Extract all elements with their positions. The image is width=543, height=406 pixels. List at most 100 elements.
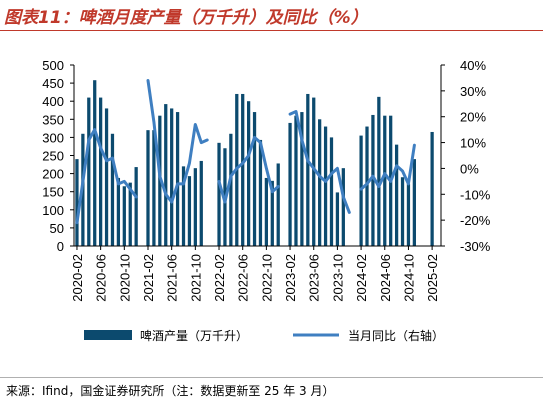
production-bar (193, 168, 197, 246)
production-bar (116, 177, 121, 246)
production-bar (318, 119, 322, 246)
production-bar (104, 108, 109, 246)
yoy-line-segment (288, 110, 351, 214)
right-y-tick-label: 40% (460, 58, 486, 73)
production-bar (258, 139, 263, 246)
left-y-tick-label: 400 (42, 94, 64, 109)
right-y-tick-label: -20% (460, 213, 491, 228)
left-y-tick-label: 100 (42, 203, 64, 218)
production-bar (341, 168, 345, 246)
x-tick-label: 2025-02 (425, 254, 440, 302)
production-bar (246, 101, 251, 246)
left-y-tick-label: 500 (42, 58, 64, 73)
x-tick-label: 2022-02 (212, 254, 227, 302)
production-bar (217, 142, 221, 246)
source-divider (0, 377, 543, 378)
right-y-axis: -30% -20% -10% 0% 10% 20% 30% 40% (440, 58, 491, 254)
production-bar (300, 112, 304, 246)
production-bar (383, 115, 387, 247)
x-tick-label: 2021-06 (165, 254, 180, 302)
production-bar (270, 180, 274, 246)
production-bar (264, 177, 269, 246)
production-bar (430, 131, 434, 246)
legend-line-label: 当月同比（右轴） (348, 328, 444, 343)
legend-bar-label: 啤酒产量（万千升） (140, 328, 248, 343)
production-bar (122, 186, 126, 246)
production-bar (75, 159, 79, 246)
bar-series (75, 80, 434, 247)
production-bar (377, 96, 381, 246)
production-bar (134, 167, 138, 246)
right-y-tick-label: 20% (460, 110, 486, 125)
x-tick-label: 2020-10 (117, 254, 132, 302)
left-y-axis: 0 50 100 150 200 250 300 350 400 450 500 (42, 58, 75, 254)
x-tick-label: 2022-10 (259, 254, 274, 302)
right-y-tick-label: 0% (460, 161, 479, 176)
production-bar (306, 93, 310, 247)
right-y-tick-label: 30% (460, 84, 486, 99)
production-bar (406, 183, 411, 246)
right-y-tick-label: -30% (460, 239, 491, 254)
production-bar (412, 159, 416, 246)
production-bar (146, 130, 150, 246)
x-tick-label: 2024-10 (401, 254, 416, 302)
x-tick-label: 2024-02 (354, 254, 369, 302)
production-bar (288, 122, 292, 246)
production-bar (365, 126, 369, 246)
legend: 啤酒产量（万千升） 当月同比（右轴） (84, 328, 444, 343)
production-bar (170, 108, 174, 246)
production-bar (329, 137, 334, 246)
x-tick-label: 2023-02 (283, 254, 298, 302)
x-tick-label: 2021-02 (141, 254, 156, 302)
production-bar (93, 80, 97, 246)
production-bar (323, 126, 328, 246)
yoy-line-segment (75, 128, 138, 225)
production-bar (241, 93, 245, 247)
production-bar (359, 135, 363, 246)
production-bar (152, 130, 156, 246)
x-tick-label: 2020-02 (70, 254, 85, 302)
production-bar (175, 112, 180, 246)
right-y-tick-label: 10% (460, 136, 486, 151)
x-tick-label: 2022-06 (236, 254, 251, 302)
production-bar (110, 133, 115, 246)
left-y-tick-label: 450 (42, 76, 64, 91)
production-bar (187, 176, 192, 246)
yoy-line-segment (146, 79, 209, 204)
x-tick-label: 2024-06 (378, 254, 393, 302)
production-bar (294, 115, 298, 247)
production-bar (252, 112, 257, 246)
yoy-line-segment (217, 135, 280, 204)
left-y-tick-label: 200 (42, 167, 64, 182)
left-y-tick-label: 350 (42, 112, 64, 127)
x-axis: 2020-02 2020-06 2020-10 2021-02 2021-06 2021-… (70, 245, 441, 302)
left-y-tick-label: 0 (57, 239, 64, 254)
production-bar (99, 97, 103, 246)
x-tick-label: 2021-10 (188, 254, 203, 302)
production-bar (164, 104, 168, 246)
left-y-tick-label: 250 (42, 149, 64, 164)
production-bar (128, 182, 132, 246)
production-bar (199, 160, 203, 246)
production-bar (371, 114, 375, 247)
production-bar (181, 166, 186, 246)
x-tick-label: 2020-06 (94, 254, 109, 302)
line-series (75, 79, 416, 225)
production-bar (394, 144, 399, 246)
left-y-tick-label: 50 (50, 221, 64, 236)
right-y-tick-label: -10% (460, 187, 491, 202)
left-y-tick-label: 300 (42, 130, 64, 145)
title-divider (0, 30, 543, 31)
production-bar (87, 97, 91, 246)
production-bar (400, 177, 405, 246)
x-tick-label: 2023-06 (307, 254, 322, 302)
chart-title: 图表11：啤酒月度产量（万千升）及同比（%） (4, 8, 368, 28)
production-bar (335, 192, 340, 246)
legend-bar-swatch (84, 330, 132, 340)
source-note: 来源：Ifind，国金证券研究所（注：数据更新至 25 年 3 月） (6, 384, 335, 398)
yoy-line-segment (359, 143, 416, 191)
left-y-tick-label: 150 (42, 185, 64, 200)
production-bar (312, 97, 316, 246)
production-bar (276, 163, 280, 246)
